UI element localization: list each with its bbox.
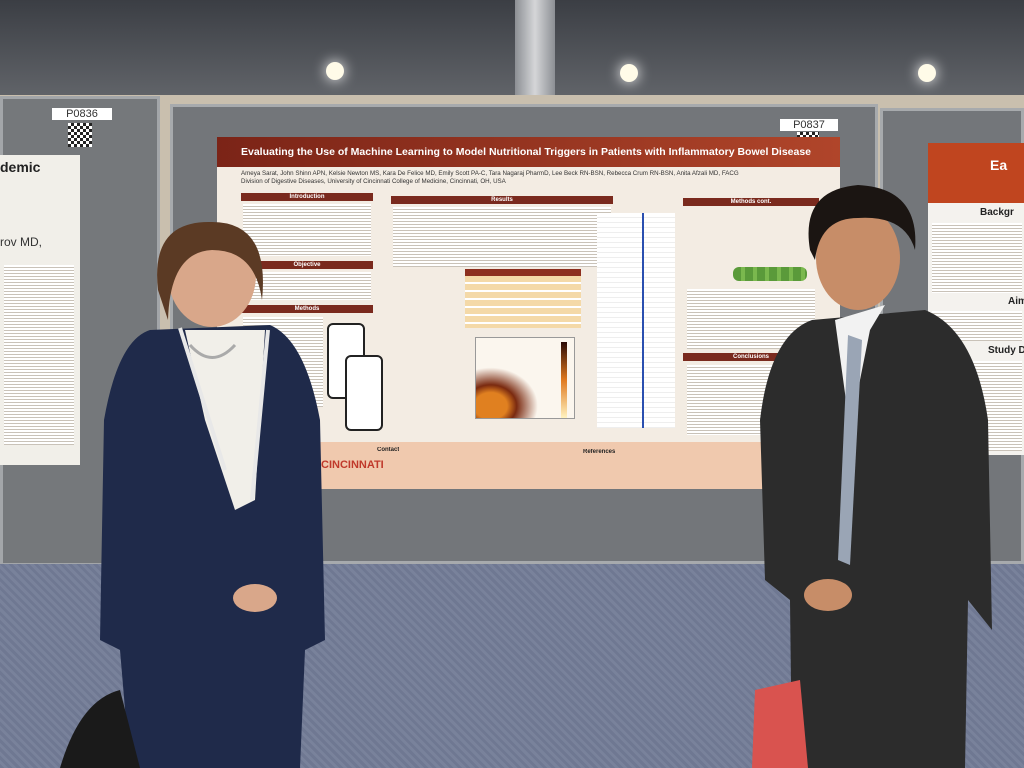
text-lines — [393, 207, 611, 267]
title-band — [217, 137, 840, 167]
poster-authors: Ameya Sarat, John Shinn APN, Kelsie Newt… — [241, 170, 739, 177]
section-heading: Study Des — [988, 345, 1024, 356]
section-heading: Aim — [1008, 296, 1024, 307]
text-lines — [4, 265, 74, 445]
shap-axis — [642, 213, 644, 428]
right-poster-title: Ea — [928, 143, 1024, 203]
logo: CINCINNATI — [321, 459, 384, 471]
results-table — [465, 269, 581, 328]
shap-plot — [597, 213, 675, 428]
left-poster-heading: demic — [0, 159, 41, 175]
board-label: P0837 — [780, 119, 838, 131]
section-heading: Results — [391, 196, 613, 204]
qr-code — [68, 123, 92, 147]
section-heading: Contact — [377, 447, 400, 453]
man — [760, 185, 992, 768]
section-heading: Methods — [241, 305, 373, 313]
color-scale — [561, 342, 567, 418]
text-lines — [243, 272, 371, 300]
section-heading: References — [583, 449, 616, 455]
light — [326, 62, 344, 80]
section-heading: Objective — [241, 261, 373, 269]
light — [918, 64, 936, 82]
section-heading: Introduction — [241, 193, 373, 201]
poster-title: Evaluating the Use of Machine Learning t… — [241, 146, 812, 158]
tree-graphic — [733, 267, 807, 281]
board-label: P0836 — [52, 108, 112, 120]
light — [620, 64, 638, 82]
heatmap — [475, 337, 575, 419]
shopping-bag — [752, 680, 808, 768]
woman — [100, 221, 325, 768]
ceiling-duct — [515, 0, 555, 105]
backpack — [60, 690, 140, 768]
left-poster: demic rov MD, — [0, 155, 80, 465]
section-heading: Conclusions — [683, 353, 819, 361]
text-lines — [243, 204, 371, 256]
phone-graphic — [345, 355, 383, 431]
text-lines — [932, 223, 1022, 293]
section-heading: Backgr — [980, 207, 1014, 218]
poster-affiliation: Division of Digestive Diseases, Universi… — [241, 178, 506, 185]
left-poster-author: rov MD, — [0, 235, 42, 249]
section-heading: Methods cont. — [683, 198, 819, 206]
